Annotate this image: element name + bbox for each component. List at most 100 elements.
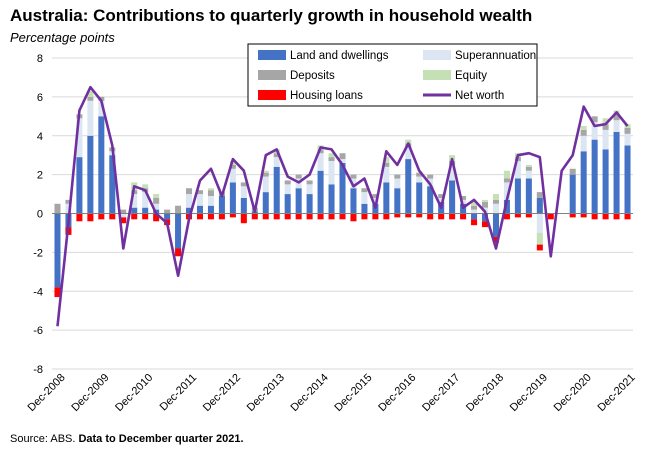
y-tick-label: 4 xyxy=(37,131,43,143)
bar-land xyxy=(602,149,609,214)
bar-land xyxy=(427,186,434,214)
bar-equity xyxy=(262,170,269,173)
legend-label-housing: Housing loans xyxy=(290,90,363,102)
bar-housing xyxy=(372,213,379,220)
x-tick-label: Dec-2014 xyxy=(289,372,331,414)
bar-deposits xyxy=(262,172,269,177)
bar-deposits xyxy=(284,180,291,185)
bar-super xyxy=(229,168,236,183)
bar-super xyxy=(65,203,72,214)
chart-title: Australia: Contributions to quarterly gr… xyxy=(10,6,533,25)
bar-housing xyxy=(218,213,225,220)
bar-housing xyxy=(120,217,127,224)
bar-super xyxy=(449,164,456,181)
bar-land xyxy=(525,178,532,214)
bar-land xyxy=(383,182,390,214)
x-axis: Dec-2008 Dec-2009 Dec-2010 Dec-2011 Dec-2012… xyxy=(25,372,637,414)
bar-deposits xyxy=(350,174,357,179)
bar-super xyxy=(525,170,532,179)
bar-equity xyxy=(383,157,390,163)
bar-super xyxy=(98,100,105,117)
bar-deposits xyxy=(624,127,631,134)
bar-equity xyxy=(536,232,543,245)
bar-super xyxy=(317,153,324,171)
bar-land xyxy=(207,205,214,214)
bar-land xyxy=(350,188,357,214)
y-tick-label: -4 xyxy=(33,286,43,298)
bar-housing xyxy=(339,213,346,220)
bar-land xyxy=(471,213,478,220)
bar-equity xyxy=(87,91,94,97)
bar-equity xyxy=(153,194,160,198)
x-tick-label: Dec-2017 xyxy=(420,372,462,414)
bar-housing xyxy=(514,213,521,218)
y-tick-label: -8 xyxy=(33,364,43,376)
bar-housing xyxy=(284,213,291,220)
legend-swatch-deposits xyxy=(258,70,286,80)
bar-housing xyxy=(295,213,302,220)
bar-land xyxy=(54,213,61,288)
bar-super xyxy=(580,135,587,152)
bar-deposits xyxy=(416,172,423,177)
x-tick-label: Dec-2010 xyxy=(113,372,155,414)
bar-land xyxy=(273,166,280,214)
bar-super xyxy=(536,213,543,233)
bar-land xyxy=(142,207,149,214)
bar-deposits xyxy=(306,180,313,185)
bar-land xyxy=(284,194,291,214)
x-tick-label: Dec-2013 xyxy=(245,372,287,414)
chart-subtitle: Percentage points xyxy=(10,30,115,45)
bar-housing xyxy=(580,213,587,218)
bar-housing xyxy=(153,213,160,222)
bar-housing xyxy=(350,213,357,222)
bar-housing xyxy=(481,221,489,228)
y-tick-label: 8 xyxy=(37,53,43,65)
bar-land xyxy=(229,182,236,214)
bar-deposits xyxy=(317,149,324,154)
x-tick-label: Dec-2009 xyxy=(69,372,111,414)
bar-super xyxy=(328,161,335,185)
legend-box xyxy=(247,43,538,107)
bar-land xyxy=(514,178,521,214)
legend-label-land: Land and dwellings xyxy=(290,50,389,62)
bar-housing xyxy=(383,213,390,220)
bar-super xyxy=(372,197,379,204)
bar-land xyxy=(405,159,412,214)
x-tick-label: Dec-2020 xyxy=(552,372,594,414)
legend-swatch-housing xyxy=(258,90,286,100)
bar-land xyxy=(591,139,598,214)
bar-housing xyxy=(569,213,576,218)
x-tick-label: Dec-2021 xyxy=(596,372,638,414)
bar-housing xyxy=(273,213,280,220)
bar-super xyxy=(624,133,631,146)
bar-equity xyxy=(525,164,532,167)
bar-housing xyxy=(427,213,434,220)
bar-deposits xyxy=(229,164,236,169)
bar-land xyxy=(328,184,335,214)
bar-super xyxy=(207,196,214,206)
bar-deposits xyxy=(120,209,127,214)
bar-deposits xyxy=(394,174,401,179)
bar-housing xyxy=(98,213,105,220)
source-text: Source: ABS. xyxy=(10,433,76,445)
bar-land xyxy=(306,194,313,214)
legend-swatch-equity xyxy=(423,70,451,80)
bar-land xyxy=(416,182,423,214)
bar-deposits xyxy=(54,203,61,214)
bar-housing xyxy=(624,213,631,220)
bar-housing xyxy=(602,213,609,220)
bar-equity xyxy=(142,184,149,189)
bar-super xyxy=(471,209,478,214)
legend-label-super: Superannuation xyxy=(455,50,536,62)
bar-super xyxy=(87,100,94,136)
bar-deposits xyxy=(591,116,598,123)
bar-land xyxy=(624,145,631,214)
bar-land xyxy=(449,180,456,214)
x-tick-label: Dec-2016 xyxy=(376,372,418,414)
bar-housing xyxy=(196,213,204,220)
bar-deposits xyxy=(438,194,445,198)
bar-deposits xyxy=(273,153,280,158)
y-tick-label: -2 xyxy=(33,247,43,259)
bar-land xyxy=(569,174,576,214)
